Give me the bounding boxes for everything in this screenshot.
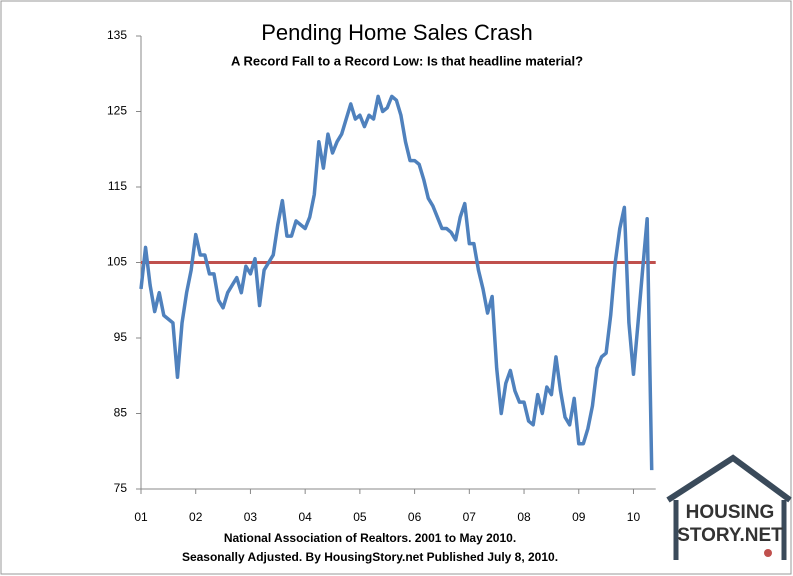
x-tick-label: 08 <box>517 510 531 524</box>
logo-flower <box>764 549 772 557</box>
x-tick-label: 01 <box>134 510 148 524</box>
logo: HOUSING STORY.NET <box>666 454 792 560</box>
x-tick-label: 02 <box>189 510 203 524</box>
logo-roof <box>666 454 792 503</box>
logo-text: STORY.NET <box>677 525 783 546</box>
y-tick-label: 85 <box>114 406 128 420</box>
footer: Seasonally Adjusted. By HousingStory.net… <box>182 550 558 564</box>
x-tick-label: 05 <box>353 510 367 524</box>
x-tick-label: 06 <box>408 510 422 524</box>
x-tick-label: 10 <box>627 510 641 524</box>
x-tick-label: 03 <box>244 510 258 524</box>
y-tick-label: 95 <box>114 330 128 344</box>
x-tick-label: 07 <box>463 510 477 524</box>
y-tick-label: 75 <box>114 481 128 495</box>
chart-subtitle: A Record Fall to a Record Low: Is that h… <box>231 53 583 68</box>
y-tick-label: 115 <box>108 179 127 193</box>
y-tick-label: 105 <box>107 255 127 269</box>
data-line <box>139 94 654 471</box>
y-tick-label: 135 <box>107 28 127 42</box>
x-tick-label: 09 <box>572 510 586 524</box>
y-tick-label: 125 <box>107 104 127 118</box>
x-tick-label: 04 <box>298 510 312 524</box>
logo-text: HOUSING <box>686 502 775 523</box>
chart-title: Pending Home Sales Crash <box>261 20 532 45</box>
footer: National Association of Realtors. 2001 t… <box>224 531 516 545</box>
